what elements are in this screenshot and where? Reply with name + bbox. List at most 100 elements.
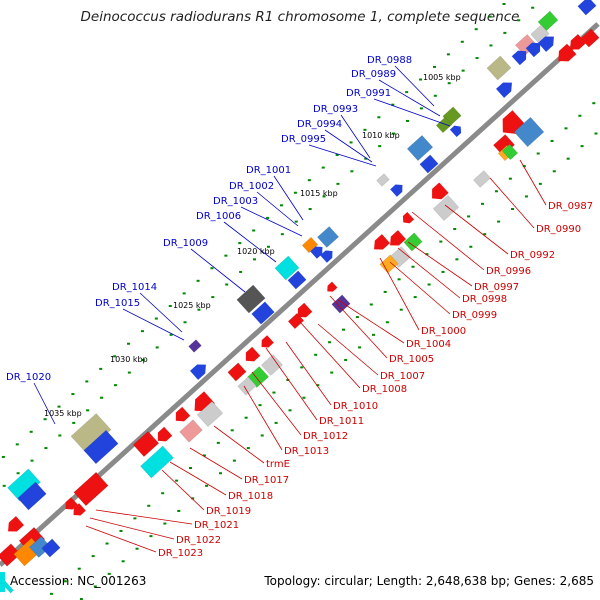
gene-feature xyxy=(317,226,339,248)
tick-mark xyxy=(363,128,367,131)
tick-mark xyxy=(447,82,451,85)
gene-feature xyxy=(274,255,300,281)
reverse-gene-label[interactable]: DR_0990 xyxy=(536,224,581,235)
tick-mark xyxy=(383,290,387,293)
tick-mark xyxy=(30,459,34,462)
tick-mark xyxy=(308,208,312,211)
forward-gene-label[interactable]: DR_1002 xyxy=(229,181,274,192)
forward-gene-label[interactable]: DR_1014 xyxy=(112,282,157,293)
tick-mark xyxy=(71,393,75,396)
tick-mark xyxy=(44,447,48,450)
reverse-gene-label[interactable]: DR_0997 xyxy=(474,282,519,293)
gene-feature xyxy=(406,135,434,161)
forward-gene-label[interactable]: DR_0988 xyxy=(367,55,412,66)
forward-gene-label[interactable]: DR_1001 xyxy=(246,165,291,176)
tick-mark xyxy=(127,371,131,374)
tick-mark xyxy=(197,308,201,311)
tick-mark xyxy=(99,367,103,370)
gene-feature xyxy=(175,406,191,422)
forward-gene-label[interactable]: DR_0991 xyxy=(346,88,391,99)
tick-mark xyxy=(258,404,262,407)
tick-mark xyxy=(350,170,354,173)
gene-feature xyxy=(236,284,266,314)
reverse-gene-label[interactable]: DR_1023 xyxy=(158,548,203,559)
reverse-gene-label[interactable]: DR_0987 xyxy=(548,201,593,212)
tick-mark xyxy=(135,547,139,550)
reverse-gene-label[interactable]: DR_1008 xyxy=(362,384,407,395)
reverse-gene-label[interactable]: DR_1019 xyxy=(206,506,251,517)
reverse-gene-label[interactable]: trmE xyxy=(266,459,290,470)
leader-line xyxy=(299,321,361,389)
forward-gene-label[interactable]: DR_0989 xyxy=(351,69,396,80)
tick-mark xyxy=(211,296,215,299)
reverse-gene-label[interactable]: DR_1012 xyxy=(303,431,348,442)
reverse-gene-label[interactable]: DR_1007 xyxy=(380,371,425,382)
tick-mark xyxy=(397,278,401,281)
tick-mark xyxy=(15,443,19,446)
reverse-gene-label[interactable]: DR_0998 xyxy=(462,294,507,305)
gene-feature xyxy=(73,503,86,516)
reverse-gene-label[interactable]: DR_1004 xyxy=(406,339,451,350)
tick-mark xyxy=(411,265,415,268)
tick-mark xyxy=(405,91,409,94)
tick-mark xyxy=(293,191,297,194)
tick-mark xyxy=(550,139,554,142)
reverse-gene-label[interactable]: DR_0996 xyxy=(486,266,531,277)
tick-mark xyxy=(29,430,33,433)
gene-feature xyxy=(538,36,554,52)
forward-gene-label[interactable]: DR_0994 xyxy=(297,119,342,130)
reverse-gene-label[interactable]: DR_1017 xyxy=(244,475,289,486)
gene-feature xyxy=(501,143,519,161)
leader-line xyxy=(389,261,451,315)
forward-gene-label[interactable]: DR_0995 xyxy=(281,134,326,145)
leader-line xyxy=(256,191,299,227)
reverse-gene-label[interactable]: DR_0992 xyxy=(510,250,555,261)
forward-gene-label[interactable]: DR_1015 xyxy=(95,298,140,309)
tick-mark xyxy=(578,114,582,117)
forward-gene-label[interactable]: DR_1020 xyxy=(6,372,51,383)
tick-mark xyxy=(168,304,172,307)
tick-mark xyxy=(147,504,151,507)
tick-mark xyxy=(225,283,229,286)
gene-feature xyxy=(196,401,224,427)
tick-mark xyxy=(163,522,167,525)
forward-gene-label[interactable]: DR_1009 xyxy=(163,238,208,249)
gene-feature xyxy=(376,173,390,187)
reverse-gene-label[interactable]: DR_1010 xyxy=(333,401,378,412)
tick-mark xyxy=(406,119,410,122)
forward-gene-label[interactable]: DR_0993 xyxy=(313,104,358,115)
reverse-gene-label[interactable]: DR_1018 xyxy=(228,491,273,502)
tick-mark xyxy=(522,165,526,168)
reverse-gene-label[interactable]: DR_1011 xyxy=(319,416,364,427)
reverse-gene-label[interactable]: DR_1013 xyxy=(284,446,329,457)
tick-mark xyxy=(592,102,596,105)
tick-mark xyxy=(232,459,236,462)
tick-mark xyxy=(119,529,123,532)
tick-mark xyxy=(364,157,368,160)
tick-mark xyxy=(280,204,284,207)
forward-gene-label[interactable]: DR_1003 xyxy=(213,196,258,207)
gene-feature xyxy=(435,116,453,134)
reverse-gene-label[interactable]: DR_1000 xyxy=(421,326,466,337)
gene-feature xyxy=(331,294,351,314)
tick-mark xyxy=(307,179,311,182)
tick-mark xyxy=(566,157,570,160)
leader-line xyxy=(489,177,535,229)
tick-mark xyxy=(133,517,137,520)
tick-mark xyxy=(385,321,389,324)
tick-mark xyxy=(266,245,270,248)
gene-feature xyxy=(140,445,174,479)
reverse-gene-label[interactable]: DR_1021 xyxy=(194,520,239,531)
gene-feature xyxy=(157,426,173,442)
tick-mark xyxy=(392,132,396,135)
leader-line xyxy=(122,308,185,341)
reverse-gene-label[interactable]: DR_0999 xyxy=(452,310,497,321)
reverse-gene-label[interactable]: DR_1022 xyxy=(176,535,221,546)
tick-mark xyxy=(300,366,304,369)
tick-mark xyxy=(489,44,493,47)
gene-feature xyxy=(432,182,449,200)
gene-feature xyxy=(245,346,261,362)
reverse-gene-label[interactable]: DR_1005 xyxy=(389,354,434,365)
map-title: Deinococcus radiodurans R1 chromosome 1,… xyxy=(80,9,520,25)
forward-gene-label[interactable]: DR_1006 xyxy=(196,211,241,222)
